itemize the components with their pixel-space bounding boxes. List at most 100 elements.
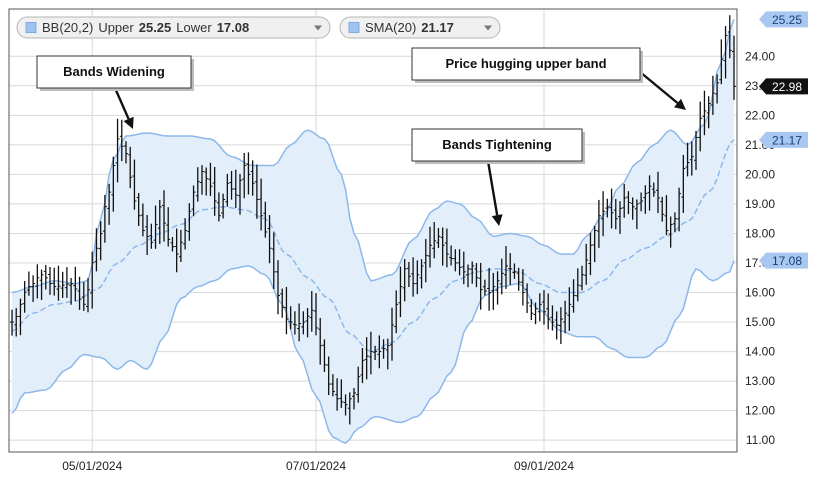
annotation-arrow-head xyxy=(123,116,134,129)
y-tick-label: 19.00 xyxy=(745,197,775,211)
ohlc-bar xyxy=(276,260,280,315)
ohlc-bar xyxy=(643,185,648,214)
ohlc-bar xyxy=(242,152,247,199)
ohlc-bar xyxy=(402,259,407,302)
annotation-box xyxy=(36,55,192,89)
ohlc-bar xyxy=(537,293,542,322)
ohlc-bar xyxy=(411,257,416,297)
legend-name: BB(20,2) xyxy=(42,20,93,35)
ohlc-bar xyxy=(563,300,568,334)
ohlc-bar xyxy=(26,271,31,296)
ohlc-bar xyxy=(18,298,23,336)
annotation-arrow-head xyxy=(674,98,686,110)
y-axis: 24.0023.0022.0021.0020.0019.0018.0017.00… xyxy=(745,49,775,447)
ohlc-bar xyxy=(715,74,720,104)
ohlc-bar xyxy=(461,251,466,285)
legend: BB(20,2) Upper 25.25 Lower 17.08 SMA(20) 21.17 xyxy=(16,16,501,39)
ohlc-bar xyxy=(520,269,525,306)
ohlc-bar xyxy=(314,293,318,336)
ohlc-bar xyxy=(580,265,584,291)
ohlc-bar xyxy=(698,101,703,152)
annotation-arrow-head xyxy=(491,214,503,226)
upper-band-line xyxy=(11,19,735,294)
ohlc-bar xyxy=(668,216,673,248)
legend-part-value: 17.08 xyxy=(217,20,250,35)
ohlc-bar xyxy=(301,311,306,335)
dropdown-arrow-icon[interactable] xyxy=(484,25,492,31)
annotation-price-hugging-upper-band: Price hugging upper band xyxy=(411,47,686,110)
y-tick-label: 16.00 xyxy=(745,286,775,300)
value-tag-shape xyxy=(759,78,808,95)
ohlc-bar xyxy=(575,268,580,302)
ohlc-bar xyxy=(727,15,732,59)
value-tag-text: 21.17 xyxy=(772,133,802,147)
y-tick-label: 14.00 xyxy=(745,345,775,359)
dropdown-arrow-icon[interactable] xyxy=(314,25,322,31)
ohlc-bar xyxy=(170,237,175,252)
ohlc-bar xyxy=(132,159,137,210)
ohlc-bar xyxy=(491,272,496,310)
ohlc-bar xyxy=(309,291,314,332)
ohlc-bar xyxy=(183,218,188,250)
ohlc-bar xyxy=(259,178,264,231)
ohlc-bar xyxy=(685,142,690,177)
value-tag-sma: 21.17 xyxy=(759,131,808,148)
ohlc-bar xyxy=(81,282,86,311)
annotation-box xyxy=(411,128,583,162)
ohlc-bar xyxy=(263,201,268,238)
annotation-arrow-shaft xyxy=(113,87,130,120)
legend-pill-sma-20-[interactable]: SMA(20) 21.17 xyxy=(339,16,501,39)
ohlc-bar xyxy=(136,193,141,227)
ohlc-bar xyxy=(271,232,276,289)
ohlc-bar xyxy=(254,164,259,219)
ohlc-bar xyxy=(10,309,14,336)
ohlc-bar xyxy=(43,264,48,290)
ohlc-bar xyxy=(605,198,610,218)
ohlc-bar xyxy=(512,263,517,279)
ohlc-bar xyxy=(444,228,449,268)
value-tags: 25.25 22.98 21.17 17.08 xyxy=(759,11,808,269)
ohlc-bar xyxy=(432,221,437,259)
ohlc-bar xyxy=(567,287,572,331)
annotation-arrow-shaft xyxy=(639,71,679,104)
value-tag-last-price: 22.98 xyxy=(759,78,808,95)
annotation-text: Bands Widening xyxy=(63,64,165,79)
ohlc-bar xyxy=(415,260,420,295)
annotation-text: Price hugging upper band xyxy=(445,56,606,71)
ohlc-bar xyxy=(124,141,128,164)
ohlc-bar xyxy=(195,167,200,202)
ohlc-bar xyxy=(238,173,242,215)
ohlc-bar xyxy=(326,356,331,396)
ohlc-bar xyxy=(592,225,597,263)
ohlc-bar xyxy=(208,162,213,197)
ohlc-bar xyxy=(487,267,492,311)
ohlc-bar xyxy=(246,152,251,195)
legend-part-label: Upper xyxy=(98,20,134,35)
lower-band-line xyxy=(11,260,735,444)
ohlc-bar xyxy=(571,279,576,313)
ohlc-bar xyxy=(356,366,361,403)
ohlc-bar xyxy=(634,199,639,230)
ohlc-bar xyxy=(550,305,555,331)
ohlc-bar xyxy=(499,258,504,295)
ohlc-bar xyxy=(681,154,686,213)
ohlc-bar xyxy=(162,190,166,242)
legend-part-label: Lower xyxy=(176,20,212,35)
legend-text: BB(20,2) Upper 25.25 Lower 17.08 xyxy=(42,20,249,35)
ohlc-bar xyxy=(470,261,475,284)
ohlc-bar xyxy=(280,288,285,318)
annotation-bands-widening: Bands Widening xyxy=(36,55,194,129)
legend-part-value: 21.17 xyxy=(421,20,454,35)
ohlc-bar xyxy=(609,188,614,229)
ohlc-bar xyxy=(48,266,52,295)
annotation-bands-tightening: Bands Tightening xyxy=(411,128,585,226)
ohlc-bar xyxy=(377,335,382,369)
ohlc-bar xyxy=(178,229,183,263)
ohlc-bar xyxy=(153,205,158,249)
ohlc-bar xyxy=(31,275,36,302)
legend-pill-bb-20-2-[interactable]: BB(20,2) Upper 25.25 Lower 17.08 xyxy=(16,16,331,39)
ohlc-bar xyxy=(449,245,454,266)
legend-name: SMA(20) xyxy=(365,20,416,35)
ohlc-bar xyxy=(390,307,394,361)
ohlc-bar xyxy=(102,194,107,243)
